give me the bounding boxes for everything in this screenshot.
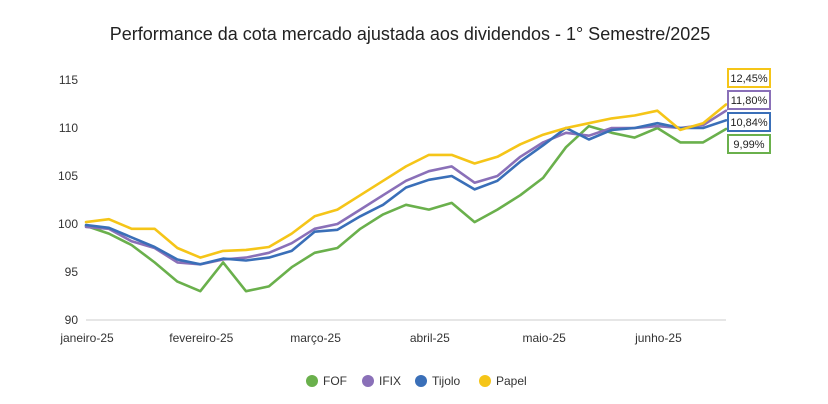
series-line-tijolo — [84, 119, 728, 266]
x-tick-label: junho-25 — [634, 331, 682, 345]
x-axis-ticks: janeiro-25 fevereiro-25 março-25 abril-25 ma… — [59, 331, 682, 345]
y-tick-label: 105 — [58, 169, 78, 183]
series-lines — [84, 103, 728, 293]
legend: FOF IFIX Tijolo Papel — [306, 374, 527, 388]
x-tick-label: abril-25 — [410, 331, 450, 345]
end-label-box-papel — [727, 68, 771, 88]
end-label-papel: 12,45% — [730, 73, 768, 85]
end-labels: 9,99% 11,80% 10,84% 12,45% — [727, 68, 771, 154]
legend-marker-fof — [306, 375, 318, 387]
end-label-box-ifix — [727, 90, 771, 110]
x-tick-label: janeiro-25 — [59, 331, 114, 345]
series-line-papel — [84, 103, 728, 259]
y-tick-label: 90 — [65, 313, 79, 327]
legend-marker-papel — [479, 375, 491, 387]
x-tick-label: maio-25 — [522, 331, 566, 345]
y-tick-label: 115 — [59, 73, 78, 87]
chart-title: Performance da cota mercado ajustada aos… — [110, 24, 711, 44]
legend-label-ifix: IFIX — [379, 374, 401, 388]
end-label-tijolo: 10,84% — [730, 117, 768, 129]
end-label-fof: 9,99% — [733, 139, 764, 151]
x-tick-label: fevereiro-25 — [169, 331, 233, 345]
legend-marker-tijolo — [415, 375, 427, 387]
y-tick-label: 110 — [59, 121, 78, 135]
y-tick-label: 100 — [58, 217, 78, 231]
end-label-ifix: 11,80% — [731, 95, 768, 107]
series-line-fof — [84, 124, 728, 293]
legend-label-papel: Papel — [496, 374, 527, 388]
x-tick-label: março-25 — [290, 331, 341, 345]
legend-label-tijolo: Tijolo — [432, 374, 461, 388]
legend-marker-ifix — [362, 375, 374, 387]
end-label-box-tijolo — [727, 112, 771, 132]
y-axis-ticks: 90 95 100 105 110 115 — [58, 73, 78, 327]
legend-label-fof: FOF — [323, 374, 347, 388]
end-label-box-fof — [727, 134, 771, 154]
y-tick-label: 95 — [65, 265, 79, 279]
